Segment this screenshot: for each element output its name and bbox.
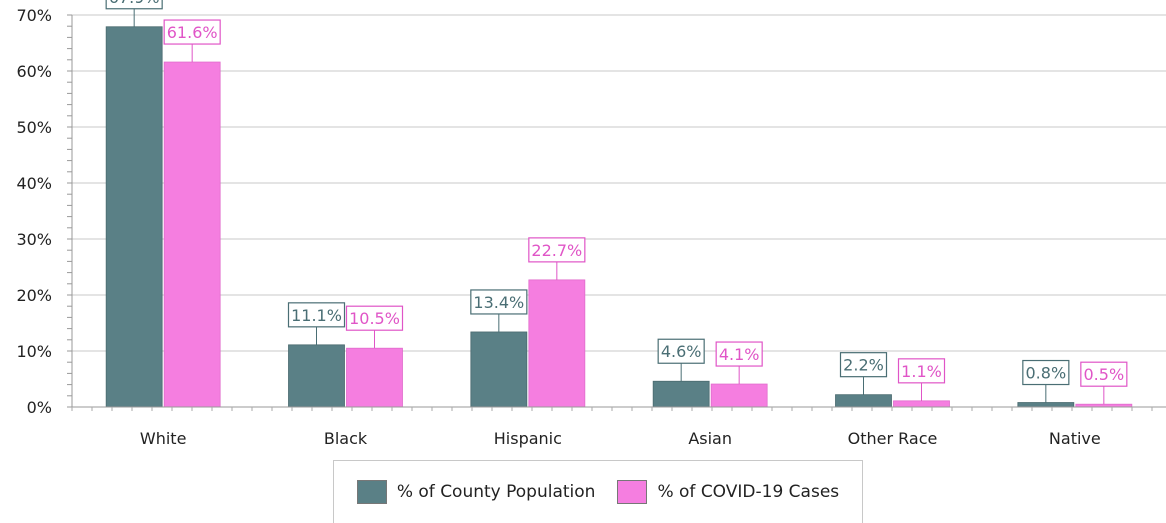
y-tick-label: 70% <box>16 6 52 25</box>
data-label: 4.6% <box>661 342 702 361</box>
bar-population-hispanic <box>470 331 528 408</box>
y-axis: 0% 10% 20% 30% 40% 50% 60% 70% <box>16 6 73 417</box>
label-box <box>345 305 404 331</box>
x-tick-label: Other Race <box>848 429 938 448</box>
label-box <box>897 358 946 384</box>
label-box <box>657 338 705 364</box>
y-tick-label: 60% <box>16 62 52 81</box>
legend-swatch-population <box>356 480 387 504</box>
bar-population-black <box>288 344 345 408</box>
data-label: 0.5% <box>1084 365 1125 384</box>
legend-swatch-covid-cases <box>617 480 648 504</box>
y-tick-label: 20% <box>16 286 52 305</box>
x-axis: White Black Hispanic Asian Other Race Native <box>71 406 1166 448</box>
y-tick-label: 0% <box>27 398 52 417</box>
gridlines <box>72 14 1166 408</box>
x-tick-label: Native <box>1049 429 1101 448</box>
x-tick-label: Black <box>324 429 368 448</box>
label-box <box>1080 361 1128 387</box>
label-box <box>470 289 528 315</box>
bars <box>105 26 1133 408</box>
bar-covid-cases-asian <box>710 383 768 408</box>
legend-item-population: % of County Population <box>356 480 596 504</box>
label-box <box>163 19 221 45</box>
bar-covid-cases-black <box>346 347 403 408</box>
x-tick-label: Hispanic <box>494 429 562 448</box>
data-label: 0.8% <box>1026 364 1067 383</box>
legend: % of County Population % of COVID-19 Cas… <box>333 460 863 523</box>
bar-population-asian <box>652 380 710 408</box>
label-box <box>105 0 163 10</box>
legend-label-population: % of County Population <box>396 482 596 502</box>
data-label: 11.1% <box>291 306 342 325</box>
label-box <box>528 237 586 263</box>
data-labels: 67.9% 61.6% 11.1% 10.5% 13.4% 22.7% 4.6% 4.1% 2.… <box>105 0 1128 405</box>
label-box <box>1022 359 1070 386</box>
legend-label-covid-cases: % of COVID-19 Cases <box>657 482 840 502</box>
label-box <box>715 341 763 367</box>
y-tick-label: 50% <box>16 118 52 137</box>
data-label: 2.2% <box>843 356 884 375</box>
data-label: 13.4% <box>473 293 524 312</box>
label-box <box>839 352 888 378</box>
data-label: 67.9% <box>109 0 160 7</box>
x-tick-label: White <box>140 429 187 448</box>
data-label: 10.5% <box>349 309 400 328</box>
bar-population-native <box>1017 402 1075 408</box>
data-label: 1.1% <box>901 362 942 381</box>
bar-population-white <box>105 26 163 408</box>
data-label: 22.7% <box>531 241 582 260</box>
label-box <box>287 302 346 328</box>
bar-covid-cases-other-race <box>893 400 950 408</box>
bar-population-other-race <box>835 394 892 408</box>
bar-covid-cases-white <box>163 61 221 408</box>
data-label: 61.6% <box>167 23 218 42</box>
bar-covid-cases-hispanic <box>528 279 586 408</box>
legend-item-covid-cases: % of COVID-19 Cases <box>617 480 839 504</box>
y-tick-label: 10% <box>16 342 52 361</box>
x-tick-label: Asian <box>688 429 732 448</box>
data-label: 4.1% <box>719 345 760 364</box>
y-tick-label: 40% <box>16 174 52 193</box>
y-tick-label: 30% <box>16 230 52 249</box>
